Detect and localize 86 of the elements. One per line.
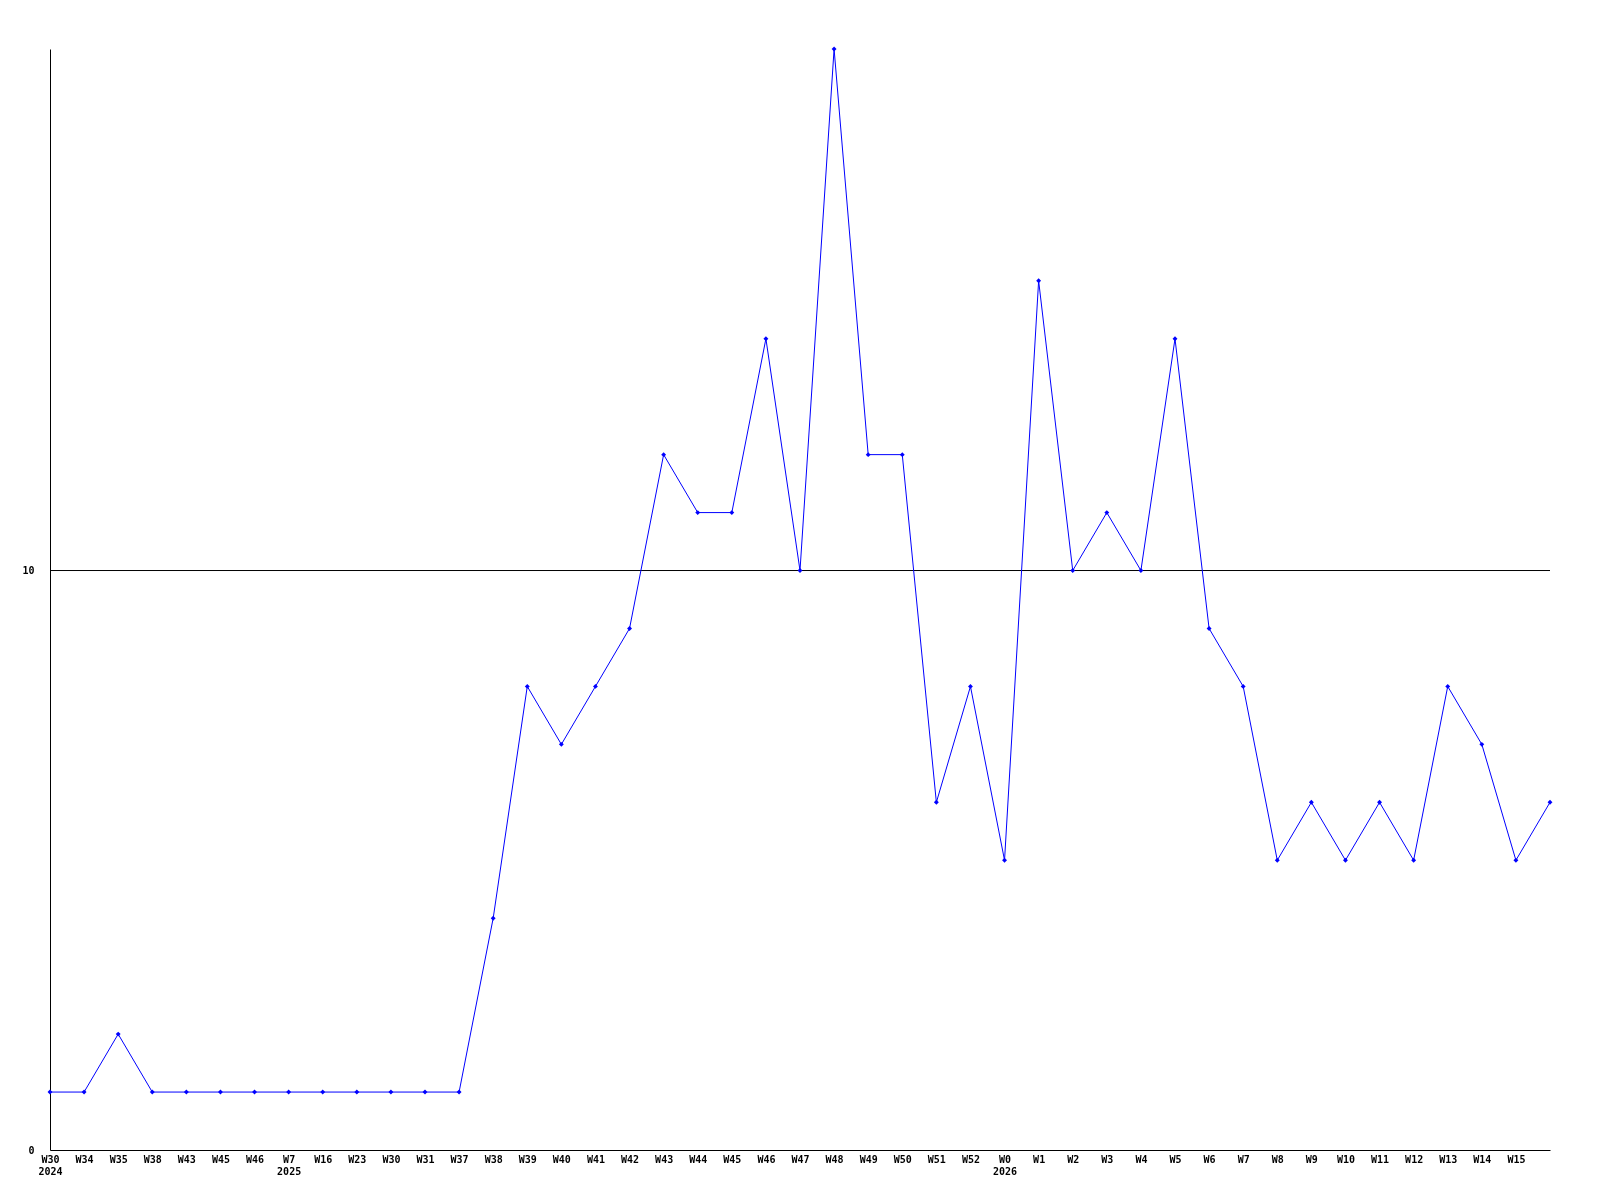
x-tick-label: W10 bbox=[1336, 1153, 1355, 1165]
x-tick-label: W7 bbox=[1237, 1153, 1250, 1165]
x-tick-label: W43 bbox=[177, 1153, 196, 1165]
x-tick-label: W4 bbox=[1135, 1153, 1148, 1165]
point bbox=[1138, 568, 1144, 573]
x-tick-label: W45 bbox=[211, 1153, 230, 1165]
x-tick-label: W16 bbox=[314, 1153, 333, 1165]
point bbox=[490, 915, 496, 921]
point bbox=[1377, 799, 1382, 805]
point bbox=[831, 46, 837, 52]
point bbox=[47, 1089, 53, 1095]
x-tick-label: W0 2026 bbox=[993, 1153, 1018, 1177]
point bbox=[899, 452, 905, 458]
x-tick-label: W8 bbox=[1271, 1153, 1284, 1165]
point bbox=[1036, 278, 1042, 284]
point bbox=[763, 336, 769, 342]
point bbox=[729, 510, 735, 516]
x-tick-label: W30 bbox=[382, 1153, 401, 1165]
point bbox=[354, 1089, 360, 1095]
point bbox=[1240, 683, 1246, 689]
point bbox=[1343, 857, 1348, 863]
point bbox=[456, 1089, 462, 1095]
point bbox=[286, 1089, 292, 1095]
x-tick-label: W43 bbox=[655, 1153, 674, 1165]
point bbox=[627, 626, 632, 631]
point bbox=[422, 1089, 428, 1095]
point bbox=[865, 452, 871, 458]
point bbox=[1206, 626, 1212, 631]
x-tick-label: W46 bbox=[757, 1153, 776, 1165]
x-tick-label: W46 bbox=[246, 1153, 265, 1165]
x-tick-label: W45 bbox=[723, 1153, 742, 1165]
x-tick-label: W50 bbox=[893, 1153, 912, 1165]
point bbox=[183, 1089, 189, 1095]
point bbox=[593, 683, 598, 689]
point bbox=[1070, 568, 1076, 573]
x-tick-label: W30 2024 bbox=[38, 1153, 63, 1177]
point bbox=[1104, 510, 1110, 516]
x-tick-label: W38 bbox=[143, 1153, 162, 1165]
point bbox=[320, 1089, 326, 1095]
point bbox=[1411, 857, 1417, 863]
point bbox=[81, 1089, 87, 1095]
x-tick-label: W35 bbox=[109, 1153, 128, 1165]
x-tick-label: W40 bbox=[552, 1153, 571, 1165]
x-tick-label: W42 bbox=[621, 1153, 640, 1165]
point bbox=[524, 683, 530, 689]
x-tick-label: W37 bbox=[450, 1153, 469, 1165]
point bbox=[149, 1089, 155, 1095]
x-tick-label: W39 bbox=[518, 1153, 537, 1165]
x-tick-label: W41 bbox=[586, 1153, 605, 1165]
x-tick-label: W6 bbox=[1203, 1153, 1216, 1165]
x-tick-label: W9 bbox=[1305, 1153, 1318, 1165]
x-tick-label: W12 bbox=[1405, 1153, 1424, 1165]
point bbox=[1445, 683, 1451, 689]
x-tick-label: W31 bbox=[416, 1153, 435, 1165]
point bbox=[933, 799, 939, 805]
point bbox=[1547, 799, 1553, 805]
point bbox=[661, 452, 667, 458]
point bbox=[1513, 857, 1519, 863]
point bbox=[115, 1031, 121, 1037]
x-tick-label: W47 bbox=[791, 1153, 810, 1165]
x-tick-label: W38 bbox=[484, 1153, 503, 1165]
x-tick-label: W3 bbox=[1101, 1153, 1114, 1165]
x-tick-label: W44 bbox=[689, 1153, 708, 1165]
point bbox=[1308, 799, 1314, 805]
x-tick-label: W14 bbox=[1473, 1153, 1492, 1165]
x-tick-label: W1 bbox=[1033, 1153, 1046, 1165]
x-tick-label: W51 bbox=[927, 1153, 946, 1165]
x-tick-label: W13 bbox=[1439, 1153, 1458, 1165]
x-tick-label: W11 bbox=[1371, 1153, 1390, 1165]
point bbox=[695, 510, 701, 516]
point bbox=[968, 683, 973, 689]
point bbox=[388, 1089, 394, 1095]
x-tick-label: W2 bbox=[1067, 1153, 1080, 1165]
x-tick-label: W49 bbox=[859, 1153, 878, 1165]
point bbox=[558, 741, 564, 747]
x-tick-label: W34 bbox=[75, 1153, 94, 1165]
x-tick-label: W5 bbox=[1169, 1153, 1182, 1165]
x-tick-label: W15 bbox=[1507, 1153, 1526, 1165]
x-tick-label: W7 2025 bbox=[277, 1153, 302, 1177]
point bbox=[1172, 336, 1178, 342]
y-tick-label: 10 bbox=[22, 565, 35, 577]
x-tick-label: W52 bbox=[961, 1153, 980, 1165]
x-tick-label: W23 bbox=[348, 1153, 367, 1165]
point bbox=[1002, 857, 1007, 863]
y-tick-label: 0 bbox=[28, 1144, 35, 1156]
x-tick-label: W48 bbox=[825, 1153, 844, 1165]
